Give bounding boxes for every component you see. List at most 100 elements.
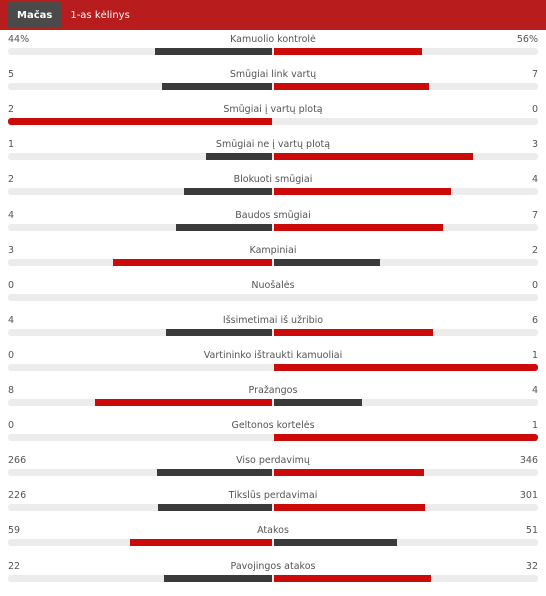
- away-value: 32: [525, 560, 538, 572]
- stat-row: 0 Geltonos kortelės 1: [0, 420, 546, 455]
- stat-values: 2 Blokuoti smūgiai 4: [8, 174, 538, 186]
- stat-label: Smūgiai į vartų plotą: [223, 104, 323, 116]
- away-value: 4: [531, 174, 538, 186]
- stat-label: Smūgiai link vartų: [229, 69, 317, 81]
- stat-label: Kampiniai: [249, 244, 297, 256]
- home-value: 266: [8, 455, 27, 467]
- stat-row: 8 Pražangos 4: [0, 385, 546, 420]
- stat-values: 8 Pražangos 4: [8, 385, 538, 397]
- stat-row: 0 Nuošalės 0: [0, 280, 546, 315]
- away-bar: [274, 223, 443, 231]
- away-value: 0: [531, 104, 538, 116]
- home-value: 3: [8, 244, 15, 256]
- stat-values: 22 Pavojingos atakos 32: [8, 561, 538, 573]
- away-bar: [274, 434, 538, 442]
- home-bar: [161, 83, 272, 91]
- stat-row: 2 Blokuoti smūgiai 4: [0, 174, 546, 209]
- stat-label: Išsimetimai iš užribio: [222, 314, 324, 326]
- home-value: 0: [8, 279, 15, 291]
- stat-bar-track: [8, 469, 538, 477]
- stat-row: 266 Viso perdavimų 346: [0, 455, 546, 490]
- stat-bar-track: [8, 293, 538, 301]
- stat-values: 59 Atakos 51: [8, 525, 538, 537]
- tab-match[interactable]: Mačas: [8, 2, 62, 28]
- home-value: 5: [8, 69, 15, 81]
- stat-bar-track: [8, 83, 538, 91]
- home-bar: [156, 469, 272, 477]
- away-value: 0: [531, 279, 538, 291]
- stat-bar-track: [8, 363, 538, 371]
- stat-label: Smūgiai ne į vartų plotą: [215, 139, 331, 151]
- home-value: 44%: [8, 34, 30, 45]
- stat-row: 5 Smūgiai link vartų 7: [0, 69, 546, 104]
- stat-label: Pražangos: [248, 385, 298, 396]
- stat-label: Nuošalės: [251, 279, 295, 291]
- home-value: 8: [8, 385, 15, 396]
- stat-values: 3 Kampiniai 2: [8, 245, 538, 257]
- stat-values: 0 Geltonos kortelės 1: [8, 420, 538, 432]
- stat-row: 4 Išsimetimai iš užribio 6: [0, 315, 546, 350]
- stat-label: Atakos: [257, 525, 289, 537]
- stat-bar-track: [8, 539, 538, 547]
- stat-label: Baudos smūgiai: [235, 209, 311, 221]
- home-value: 1: [8, 139, 15, 151]
- tab-first-half[interactable]: 1-as kėlinys: [70, 9, 130, 21]
- stat-row: 1 Smūgiai ne į vartų plotą 3: [0, 139, 546, 174]
- home-bar: [95, 399, 272, 406]
- stat-values: 1 Smūgiai ne į vartų plotą 3: [8, 139, 538, 151]
- stat-values: 266 Viso perdavimų 346: [8, 455, 538, 467]
- home-bar: [158, 504, 272, 512]
- home-bar: [175, 223, 272, 231]
- stat-values: 0 Nuošalės 0: [8, 280, 538, 292]
- away-bar: [274, 153, 473, 161]
- stat-values: 0 Vartininko ištraukti kamuoliai 1: [8, 350, 538, 362]
- stat-bar-track: [8, 118, 538, 126]
- away-value: 7: [531, 209, 538, 221]
- away-value: 1: [531, 349, 538, 361]
- stat-row: 44% Kamuolio kontrolė 56%: [0, 34, 546, 69]
- tab-bar: Mačas 1-as kėlinys: [0, 0, 546, 30]
- stat-values: 4 Išsimetimai iš užribio 6: [8, 315, 538, 327]
- away-bar: [274, 188, 451, 196]
- away-bar: [274, 469, 424, 477]
- away-value: 7: [531, 69, 538, 81]
- away-bar: [274, 328, 433, 336]
- home-bar: [8, 118, 272, 126]
- away-value: 2: [531, 244, 538, 256]
- stat-row: 22 Pavojingos atakos 32: [0, 561, 546, 596]
- home-value: 22: [8, 560, 21, 572]
- home-value: 59: [8, 525, 21, 537]
- stat-row: 0 Vartininko ištraukti kamuoliai 1: [0, 350, 546, 385]
- home-bar: [183, 188, 272, 196]
- away-value: 51: [525, 525, 538, 537]
- stat-values: 5 Smūgiai link vartų 7: [8, 69, 538, 81]
- stat-label: Vartininko ištraukti kamuoliai: [203, 349, 343, 361]
- home-bar: [164, 574, 272, 582]
- stat-label: Geltonos kortelės: [231, 420, 315, 432]
- away-value: 3: [531, 139, 538, 151]
- away-value: 346: [519, 455, 538, 467]
- stat-row: 3 Kampiniai 2: [0, 245, 546, 280]
- away-bar: [274, 363, 538, 371]
- stat-bar-track: [8, 258, 538, 266]
- home-value: 4: [8, 314, 15, 326]
- home-value: 0: [8, 349, 15, 361]
- stat-values: 2 Smūgiai į vartų plotą 0: [8, 104, 538, 116]
- stat-bar-track: [8, 188, 538, 196]
- home-bar: [155, 48, 272, 55]
- stat-bar-track: [8, 328, 538, 336]
- away-bar: [274, 48, 423, 55]
- home-bar: [113, 258, 272, 266]
- away-value: 301: [519, 490, 538, 502]
- away-bar: [274, 539, 397, 547]
- stat-row: 226 Tikslūs perdavimai 301: [0, 490, 546, 525]
- stat-values: 44% Kamuolio kontrolė 56%: [8, 34, 538, 46]
- home-value: 226: [8, 490, 27, 502]
- stat-label: Blokuoti smūgiai: [233, 174, 313, 186]
- home-value: 2: [8, 174, 15, 186]
- stat-row: 59 Atakos 51: [0, 525, 546, 560]
- away-value: 6: [531, 314, 538, 326]
- home-bar: [129, 539, 272, 547]
- stat-bar-track: [8, 153, 538, 161]
- stat-bar-track: [8, 434, 538, 442]
